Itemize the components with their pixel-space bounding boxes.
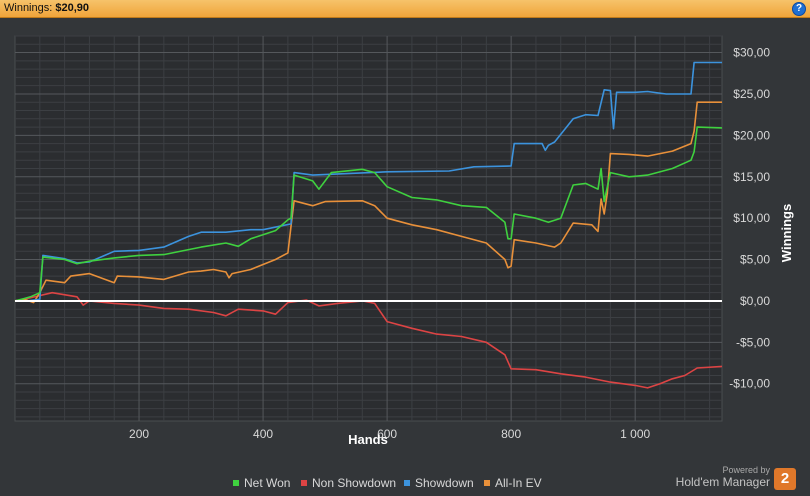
legend-label: Net Won xyxy=(244,476,291,490)
winnings-header: Winnings: $20,90 ? xyxy=(0,0,810,18)
powered-by-text: Powered by xyxy=(722,465,770,475)
help-icon[interactable]: ? xyxy=(792,2,806,16)
winnings-label: Winnings: xyxy=(4,2,53,14)
legend-swatch xyxy=(301,480,307,486)
legend-swatch xyxy=(404,480,410,486)
x-tick-label: 400 xyxy=(253,427,273,441)
y-tick-label: $15,00 xyxy=(733,170,770,184)
x-tick-label: 200 xyxy=(129,427,149,441)
minor-grid xyxy=(15,35,722,421)
x-axis-label: Hands xyxy=(348,432,388,447)
major-grid xyxy=(15,36,722,421)
plot-area xyxy=(14,35,723,422)
x-tick-label: 800 xyxy=(501,427,521,441)
legend-label: All-In EV xyxy=(495,476,542,490)
y-tick-label: -$10,00 xyxy=(729,377,770,391)
legend-item-net-won[interactable]: Net Won xyxy=(233,476,290,490)
y-tick-label: $0,00 xyxy=(740,294,770,308)
x-tick-label: 1 000 xyxy=(620,427,650,441)
brand-name: Hold'em Manager xyxy=(675,475,770,489)
winnings-summary: Winnings: $20,90 xyxy=(4,2,89,14)
y-tick-label: -$5,00 xyxy=(736,335,770,349)
x-tick-label: 600 xyxy=(377,427,397,441)
legend-item-showdown[interactable]: Showdown xyxy=(404,476,474,490)
winnings-chart: $30,00 $25,00 $20,00 $15,00 $10,00 $5,00 $0,00… xyxy=(14,35,794,447)
winnings-value: $20,90 xyxy=(55,2,90,14)
hem-branding: Powered by Hold'em Manager xyxy=(676,465,770,489)
y-axis-ticks: $30,00 $25,00 $20,00 $15,00 $10,00 $5,00 $0,00… xyxy=(729,46,770,391)
y-tick-label: $5,00 xyxy=(740,253,770,267)
y-axis-label: Winnings xyxy=(779,204,794,262)
series-line-showdown xyxy=(15,61,722,302)
y-tick-label: $10,00 xyxy=(733,211,770,225)
series-layer xyxy=(14,61,723,389)
series-line-all-in-ev xyxy=(14,101,722,304)
legend-swatch xyxy=(484,480,490,486)
y-tick-label: $30,00 xyxy=(733,46,770,60)
series-line-net-won xyxy=(14,126,723,302)
x-axis-ticks: 200 400 600 800 1 000 xyxy=(129,427,650,441)
legend-item-all-in-ev[interactable]: All-In EV xyxy=(484,476,542,490)
y-tick-label: $20,00 xyxy=(733,128,770,142)
legend-label: Showdown xyxy=(415,476,474,490)
legend-label: Non Showdown xyxy=(312,476,397,490)
legend-swatch xyxy=(233,480,239,486)
legend-item-non-showdown[interactable]: Non Showdown xyxy=(301,476,396,490)
hem-logo-icon: 2 xyxy=(774,468,796,490)
y-tick-label: $25,00 xyxy=(733,87,770,101)
